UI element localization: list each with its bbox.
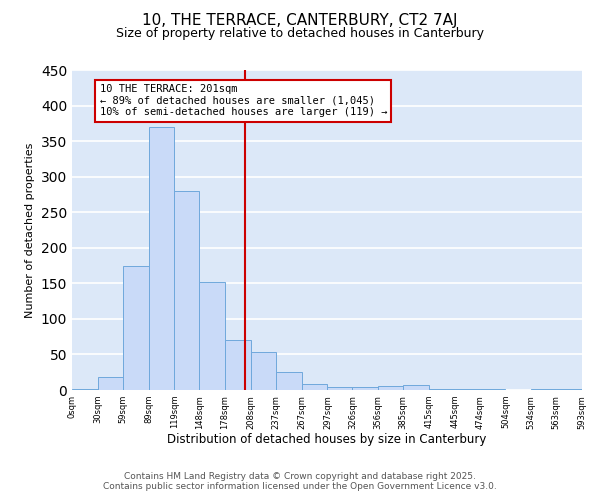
Bar: [72, 388, 98, 390]
Bar: [199, 282, 225, 390]
Text: 10, THE TERRACE, CANTERBURY, CT2 7AJ: 10, THE TERRACE, CANTERBURY, CT2 7AJ: [142, 12, 458, 28]
Bar: [225, 340, 251, 390]
Bar: [378, 386, 403, 390]
Bar: [276, 372, 302, 390]
Text: Size of property relative to detached houses in Canterbury: Size of property relative to detached ho…: [116, 28, 484, 40]
Text: Contains HM Land Registry data © Crown copyright and database right 2025.: Contains HM Land Registry data © Crown c…: [124, 472, 476, 481]
Bar: [302, 384, 328, 390]
Bar: [175, 191, 199, 390]
Bar: [123, 266, 149, 390]
Bar: [251, 352, 276, 390]
Bar: [352, 387, 378, 390]
Bar: [403, 385, 429, 390]
Y-axis label: Number of detached properties: Number of detached properties: [25, 142, 35, 318]
Text: Contains public sector information licensed under the Open Government Licence v3: Contains public sector information licen…: [103, 482, 497, 491]
Bar: [328, 387, 352, 390]
Text: 10 THE TERRACE: 201sqm
← 89% of detached houses are smaller (1,045)
10% of semi-: 10 THE TERRACE: 201sqm ← 89% of detached…: [100, 84, 387, 117]
Bar: [98, 377, 123, 390]
Bar: [149, 127, 175, 390]
X-axis label: Distribution of detached houses by size in Canterbury: Distribution of detached houses by size …: [167, 433, 487, 446]
